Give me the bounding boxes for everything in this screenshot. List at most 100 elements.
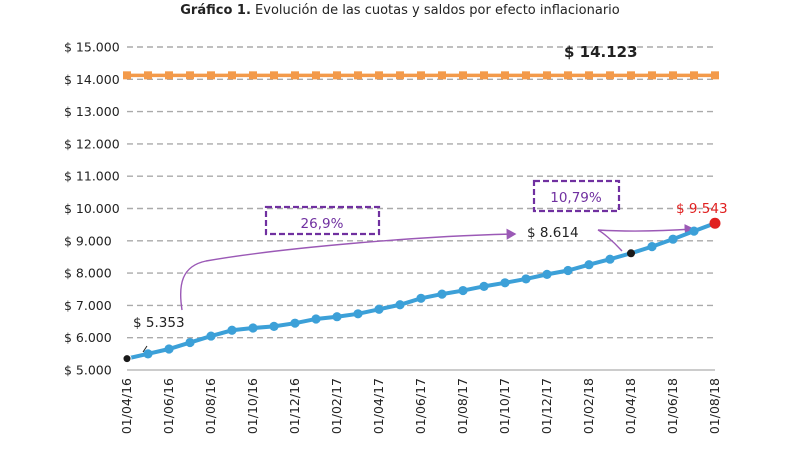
flat-series-point	[627, 71, 635, 80]
growth-series-point	[500, 278, 510, 288]
growth-series-point	[458, 285, 468, 296]
flat-series-point	[333, 71, 341, 80]
y-tick-label: $ 5.000	[64, 363, 112, 378]
flat-series-point	[249, 71, 257, 80]
chart-title-text: Evolución de las cuotas y saldos por efe…	[255, 3, 620, 18]
flat-series-point	[417, 71, 425, 80]
y-tick-label: $ 6.000	[64, 330, 112, 345]
growth-series-point	[605, 254, 615, 264]
x-tick-label: 01/06/17	[413, 378, 428, 434]
arrow-1	[179, 228, 517, 311]
start-value-label: $ 5.353	[133, 315, 185, 331]
growth-series-point	[374, 304, 384, 314]
growth-series-point	[542, 269, 552, 279]
series-layer	[122, 71, 721, 364]
end-value-label: $ 9.543	[676, 201, 728, 217]
x-tick-label: 01/10/16	[245, 378, 260, 434]
flat-series-point	[123, 71, 131, 80]
flat-series-point	[522, 71, 530, 80]
chart-title-number: Gráfico 1.	[180, 3, 251, 18]
pct-1-box	[264, 205, 381, 236]
pct-2-box	[532, 179, 621, 213]
growth-series-point	[668, 234, 678, 244]
growth-series-point	[584, 260, 594, 270]
flat-series-point	[228, 71, 236, 80]
y-tick-label: $ 8.000	[64, 266, 112, 281]
growth-series-point	[353, 309, 363, 319]
pct-1-label: 26,9%	[301, 216, 344, 232]
chart-title: Gráfico 1. Evolución de las cuotas y sal…	[0, 3, 800, 18]
flat-series-point	[312, 71, 320, 80]
annotation-text-layer: $ 14.123 $ 5.353 $ 8.614 $ 9.543 26,9% 1…	[133, 43, 728, 331]
x-tick-label: 01/10/17	[497, 378, 512, 434]
flat-value-label: $ 14.123	[564, 43, 638, 61]
flat-series-point	[585, 71, 593, 80]
growth-series-point	[206, 331, 216, 341]
x-tick-label: 01/08/18	[707, 378, 722, 434]
arrow-2	[597, 223, 695, 252]
flat-series-point	[606, 71, 614, 80]
growth-series-point	[563, 265, 573, 276]
growth-series-point	[416, 293, 426, 303]
flat-series-point	[711, 71, 719, 80]
flat-series-point	[438, 71, 446, 80]
growth-series-point	[311, 314, 321, 324]
y-tick-label: $ 12.000	[64, 136, 120, 151]
flat-series-point	[648, 71, 656, 80]
growth-series-point	[269, 321, 279, 331]
growth-series-point	[647, 242, 657, 252]
flat-series-point	[270, 71, 278, 80]
flat-series-point	[459, 71, 467, 80]
x-tick-label: 01/04/17	[371, 378, 386, 434]
y-tick-label: $ 10.000	[64, 201, 120, 216]
mid-value-label: $ 8.614	[527, 225, 579, 241]
flat-series-point	[543, 71, 551, 80]
flat-series-point	[396, 71, 404, 80]
x-tick-label: 01/12/17	[539, 378, 554, 434]
growth-series-point	[479, 281, 489, 291]
y-tick-label: $ 13.000	[64, 104, 120, 119]
flat-series-point	[690, 71, 698, 80]
flat-series-point	[291, 71, 299, 80]
growth-series-point	[164, 344, 174, 354]
y-tick-label: $ 7.000	[64, 298, 112, 313]
flat-series-point	[144, 71, 152, 80]
x-tick-label: 01/12/16	[287, 378, 302, 434]
growth-key-point	[627, 249, 635, 258]
y-tick-label: $ 14.000	[64, 72, 120, 87]
growth-series-point	[143, 349, 153, 359]
flat-series-point	[354, 71, 362, 80]
x-tick-label: 01/08/16	[203, 378, 218, 434]
start-leader	[142, 345, 148, 353]
flat-series-point	[186, 71, 194, 80]
flat-series-point	[165, 71, 173, 80]
growth-series-point	[227, 325, 237, 335]
y-tick-label: $ 15.000	[64, 40, 120, 55]
x-tick-label: 01/02/17	[329, 378, 344, 434]
x-tick-label: 01/06/16	[161, 378, 176, 434]
y-tick-label: $ 9.000	[64, 233, 112, 248]
growth-series-point	[248, 323, 258, 333]
growth-series-point	[521, 274, 531, 284]
growth-series-point	[437, 289, 447, 299]
flat-series-point	[669, 71, 677, 80]
growth-series-point	[689, 226, 699, 236]
flat-series-point	[564, 71, 572, 80]
y-tick-label: $ 11.000	[64, 169, 120, 184]
growth-series-point	[395, 300, 405, 310]
x-tick-label: 01/04/18	[623, 378, 638, 434]
flat-series-point	[480, 71, 488, 80]
x-tick-label: 01/08/17	[455, 378, 470, 434]
flat-series-point	[207, 71, 215, 80]
annotation-shapes	[142, 179, 695, 353]
growth-key-point	[122, 354, 132, 364]
growth-series-point	[332, 312, 342, 322]
growth-series-point	[185, 337, 195, 348]
x-tick-label: 01/06/18	[665, 378, 680, 434]
growth-end-point	[709, 217, 721, 229]
growth-series-point	[290, 318, 300, 328]
x-tick-label: 01/04/16	[119, 378, 134, 434]
pct-2-label: 10,79%	[550, 190, 602, 206]
x-tick-label: 01/02/18	[581, 378, 596, 434]
